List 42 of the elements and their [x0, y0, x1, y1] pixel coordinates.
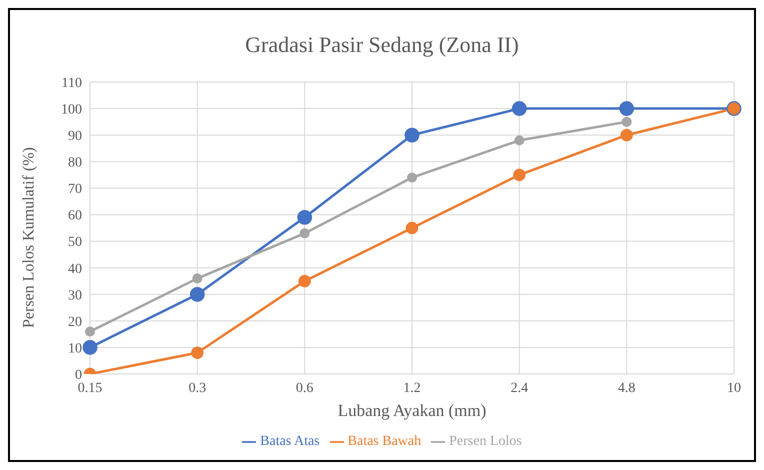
y-tick-label: 60 — [68, 208, 82, 224]
point — [404, 128, 420, 142]
y-tick-label: 10 — [68, 341, 82, 356]
point — [620, 128, 633, 142]
x-tick-label: 0.6 — [296, 380, 314, 396]
point — [513, 168, 526, 182]
point — [85, 326, 95, 337]
x-tick-label: 1.2 — [403, 380, 421, 396]
x-tick-label: 10 — [727, 380, 741, 396]
point — [300, 228, 310, 238]
legend-label: Batas Atas — [260, 434, 320, 449]
point — [514, 135, 524, 146]
y-tick-label: 80 — [68, 156, 82, 171]
point — [191, 346, 204, 359]
point — [82, 340, 98, 355]
point — [297, 210, 312, 225]
point — [190, 286, 205, 302]
x-tick-label: 2.4 — [510, 380, 528, 396]
y-tick-label: 70 — [68, 182, 82, 198]
legend-label: Persen Lolos — [449, 434, 522, 449]
y-axis-title: Persen Lolos Kumulatif (%) — [20, 147, 38, 328]
x-tick-label: 4.8 — [618, 380, 636, 396]
y-tick-label: 30 — [68, 288, 82, 304]
x-axis-title: Lubang Ayakan (mm) — [338, 401, 486, 420]
y-tick-label: 90 — [68, 129, 82, 144]
point — [192, 273, 202, 284]
legend-label: Batas Bawah — [348, 434, 422, 449]
chart-title: Gradasi Pasir Sedang (Zona II) — [244, 32, 520, 58]
x-tick-label: 0.15 — [78, 380, 102, 396]
point — [619, 101, 634, 116]
point — [512, 101, 527, 116]
y-tick-label: 110 — [62, 76, 82, 91]
point — [406, 222, 418, 234]
point — [298, 274, 311, 288]
y-tick-label: 0 — [75, 368, 82, 383]
y-tick-label: 50 — [68, 235, 82, 250]
y-tick-label: 20 — [68, 314, 82, 330]
y-tick-label: 40 — [68, 262, 82, 277]
x-tick-label: 0.3 — [188, 380, 206, 396]
point — [407, 172, 417, 183]
point — [622, 116, 632, 127]
y-tick-label: 100 — [61, 102, 82, 118]
